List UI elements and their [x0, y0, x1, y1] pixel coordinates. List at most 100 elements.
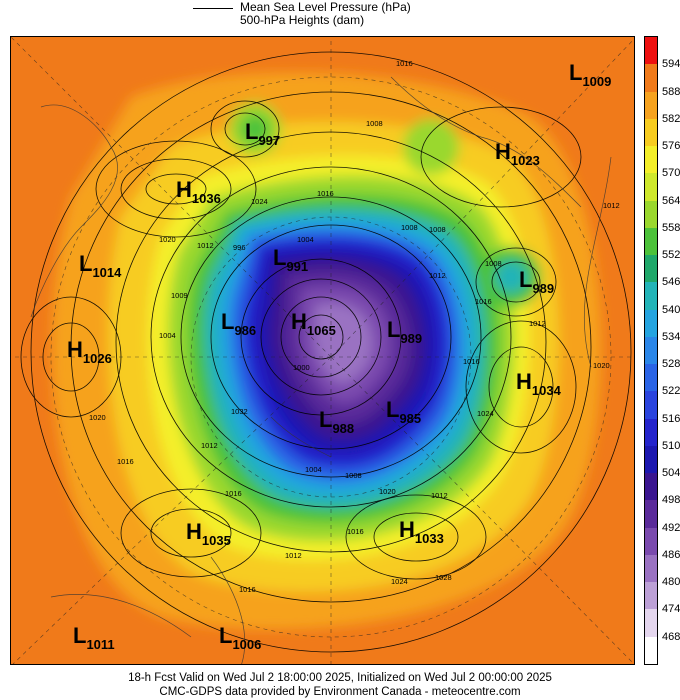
isobar-value-label: 1024	[391, 577, 408, 586]
low-pressure-label: L997	[245, 119, 280, 148]
isobar-value-label: 1012	[431, 491, 448, 500]
isobar-value-label: 1009	[171, 291, 188, 300]
system-letter: H	[291, 309, 307, 334]
system-pressure-value: 1026	[82, 351, 112, 366]
system-pressure-value: 1009	[582, 74, 612, 89]
isobar-value-label: 1016	[317, 189, 334, 198]
system-pressure-value: 1014	[92, 265, 122, 280]
heights-field-svg	[11, 37, 634, 664]
system-letter: H	[176, 177, 192, 202]
system-letter: H	[399, 517, 415, 542]
system-letter: H	[67, 337, 83, 362]
isobar-value-label: 1012	[429, 271, 446, 280]
system-pressure-value: 1011	[86, 637, 115, 652]
system-pressure-value: 1033	[414, 531, 444, 546]
system-letter: L	[273, 245, 287, 270]
colorbar-level-label: 534	[662, 330, 680, 343]
colorbar-level-label: 558	[662, 221, 680, 234]
isobar-value-label: 1024	[477, 409, 494, 418]
system-letter: L	[245, 119, 259, 144]
low-pressure-label: L1014	[79, 251, 122, 280]
colorbar-level-label: 480	[662, 576, 680, 589]
isobar-value-label: 1016	[475, 297, 492, 306]
colorbar-level-label: 564	[662, 194, 680, 207]
high-pressure-label: H1026	[67, 337, 112, 366]
colorbar-level-label: 504	[662, 467, 680, 480]
colorbar-cell	[645, 37, 657, 65]
isobar-value-label: 1012	[201, 441, 218, 450]
system-pressure-value: 1036	[191, 191, 221, 206]
colorbar-level-label: 594	[662, 58, 680, 71]
high-pressure-label: H1023	[495, 139, 540, 168]
isobar-value-label: 1004	[159, 331, 176, 340]
colorbar-cell	[645, 364, 657, 392]
system-letter: L	[387, 317, 401, 342]
system-letter: L	[73, 623, 87, 648]
isobar-value-label: 1008	[429, 225, 446, 234]
colorbar-level-label: 528	[662, 358, 680, 371]
colorbar-cell	[645, 227, 657, 256]
colorbar-cell	[645, 554, 657, 583]
system-letter: L	[79, 251, 93, 276]
isobar-value-label: 1012	[603, 201, 620, 210]
colorbar-cell	[645, 418, 657, 447]
high-pressure-label: H1035	[186, 519, 231, 548]
isobar-value-label: 1032	[231, 407, 248, 416]
colorbar-cell	[645, 336, 657, 365]
colorbar-level-label: 588	[662, 85, 680, 98]
system-pressure-value: 1034	[531, 383, 561, 398]
low-pressure-label: L988	[319, 407, 355, 436]
system-letter: H	[186, 519, 202, 544]
isobar-value-label: 1008	[345, 471, 362, 480]
low-pressure-label: L986	[221, 309, 257, 338]
isobar-value-label: 1012	[197, 241, 214, 250]
heights-legend-label: 500-hPa Heights (dam)	[240, 13, 365, 27]
colorbar-level-label: 468	[662, 630, 680, 643]
system-letter: H	[495, 139, 511, 164]
colorbar-cell	[645, 200, 657, 229]
colorbar-cell	[645, 255, 657, 283]
system-pressure-value: 1035	[201, 533, 231, 548]
colorbar-cell	[645, 636, 657, 665]
system-pressure-value: 991	[286, 259, 309, 274]
system-pressure-value: 989	[532, 281, 555, 296]
system-pressure-value: 1006	[232, 637, 262, 652]
map-legend-header: Mean Sea Level Pressure (hPa) 500-hPa He…	[0, 0, 680, 36]
system-pressure-value: 1023	[510, 153, 540, 168]
colorbar-level-label: 498	[662, 494, 680, 507]
colorbar-level-label: 546	[662, 276, 680, 289]
system-pressure-value: 989	[400, 331, 423, 346]
isobar-value-label: 1008	[366, 119, 383, 128]
colorbar-cell	[645, 91, 657, 120]
colorbar-cell	[645, 282, 657, 311]
colorbar-cell	[645, 445, 657, 474]
system-pressure-value: 988	[332, 421, 355, 436]
system-pressure-value: 986	[234, 323, 257, 338]
isobar-value-label: 1004	[305, 465, 322, 474]
isobar-value-label: 1016	[225, 489, 242, 498]
high-pressure-label: H1034	[516, 369, 561, 398]
forecast-valid-time: 18-h Fcst Valid on Wed Jul 2 18:00:00 20…	[128, 672, 552, 684]
low-pressure-label: L1011	[73, 623, 115, 652]
colorbar-level-label: 540	[662, 303, 680, 316]
system-letter: L	[386, 397, 400, 422]
isobar-legend-line	[193, 8, 233, 9]
colorbar-level-label: 492	[662, 521, 680, 534]
weather-map: L1009 L997 H1023 H1036 L1014 L991 L989 L986 H106…	[10, 36, 635, 665]
system-pressure-value: 985	[399, 411, 422, 426]
system-letter: L	[319, 407, 333, 432]
low-pressure-label: L1009	[569, 60, 612, 89]
isobar-value-label: 1016	[396, 59, 413, 68]
colorbar-level-label: 522	[662, 385, 680, 398]
high-pressure-label: H1036	[176, 177, 221, 206]
system-letter: L	[219, 623, 233, 648]
data-credit: CMC-GDPS data provided by Environment Ca…	[159, 686, 521, 698]
low-pressure-label: L1006	[219, 623, 262, 652]
system-letter: L	[569, 60, 583, 85]
colorbar-cell	[645, 582, 657, 610]
colorbar-cell	[645, 391, 657, 420]
isobar-value-label: 1000	[293, 363, 310, 372]
isobar-value-label: 1016	[117, 457, 134, 466]
colorbar-level-label: 516	[662, 412, 680, 425]
isobar-value-label: 1004	[297, 235, 314, 244]
